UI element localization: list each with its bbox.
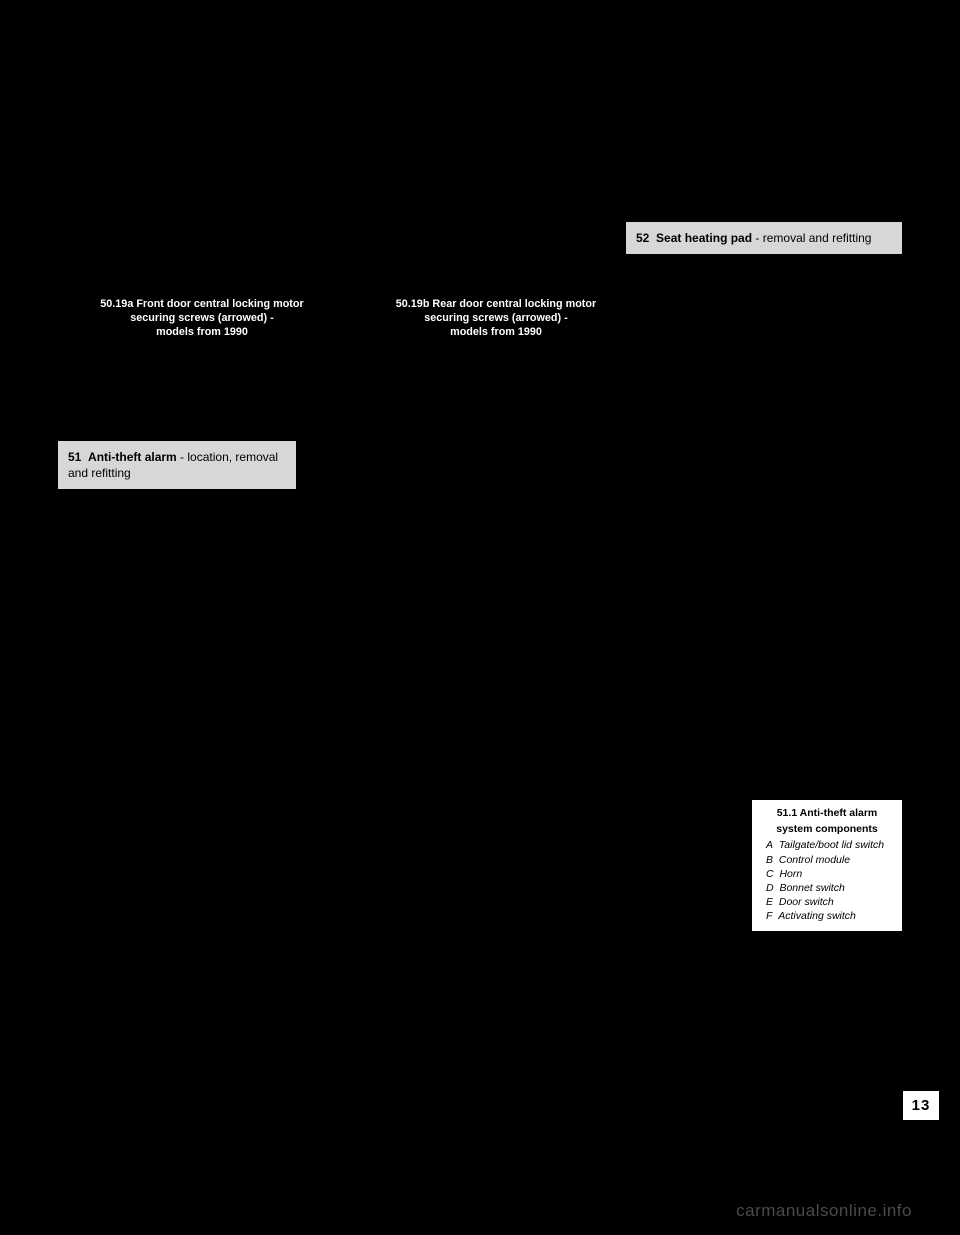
legend-text: Bonnet switch xyxy=(779,882,844,894)
section-title: Anti-theft alarm xyxy=(88,450,177,464)
caption-line: models from 1990 xyxy=(66,325,338,339)
legend-item: A Tailgate/boot lid switch xyxy=(766,838,894,852)
legend-letter: C xyxy=(766,868,774,880)
legend-item: C Horn xyxy=(766,867,894,881)
legend-letter: B xyxy=(766,854,773,866)
section-title: Seat heating pad xyxy=(656,231,752,245)
caption-front-door-motor: 50.19a Front door central locking motor … xyxy=(58,293,346,343)
caption-line: securing screws (arrowed) - xyxy=(360,311,632,325)
section-subtitle: - removal and refitting xyxy=(752,231,871,245)
legend-text: Activating switch xyxy=(778,910,856,922)
caption-line: 50.19b Rear door central locking motor xyxy=(360,297,632,311)
legend-text: Control module xyxy=(779,854,850,866)
watermark-text: carmanualsonline.info xyxy=(736,1201,912,1221)
legend-item: F Activating switch xyxy=(766,909,894,923)
caption-rear-door-motor: 50.19b Rear door central locking motor s… xyxy=(352,293,640,343)
legend-item: B Control module xyxy=(766,853,894,867)
caption-line: 50.19a Front door central locking motor xyxy=(66,297,338,311)
legend-item: D Bonnet switch xyxy=(766,881,894,895)
legend-letter: A xyxy=(766,839,773,851)
legend-title-line: 51.1 Anti-theft alarm xyxy=(760,806,894,820)
legend-letter: D xyxy=(766,882,774,894)
caption-line: models from 1990 xyxy=(360,325,632,339)
section-heading-51: 51 Anti-theft alarm - location, removal … xyxy=(58,441,296,489)
legend-letter: E xyxy=(766,896,773,908)
legend-text: Horn xyxy=(779,868,802,880)
legend-text: Tailgate/boot lid switch xyxy=(779,839,884,851)
legend-text: Door switch xyxy=(779,896,834,908)
section-heading-52: 52 Seat heating pad - removal and refitt… xyxy=(626,222,902,254)
section-number: 52 xyxy=(636,231,649,245)
legend-item: E Door switch xyxy=(766,895,894,909)
section-number: 51 xyxy=(68,450,81,464)
caption-line: securing screws (arrowed) - xyxy=(66,311,338,325)
legend-title-line: system components xyxy=(760,822,894,836)
page-section-tab: 13 xyxy=(903,1091,939,1120)
legend-letter: F xyxy=(766,910,772,922)
legend-anti-theft-components: 51.1 Anti-theft alarm system components … xyxy=(752,800,902,931)
